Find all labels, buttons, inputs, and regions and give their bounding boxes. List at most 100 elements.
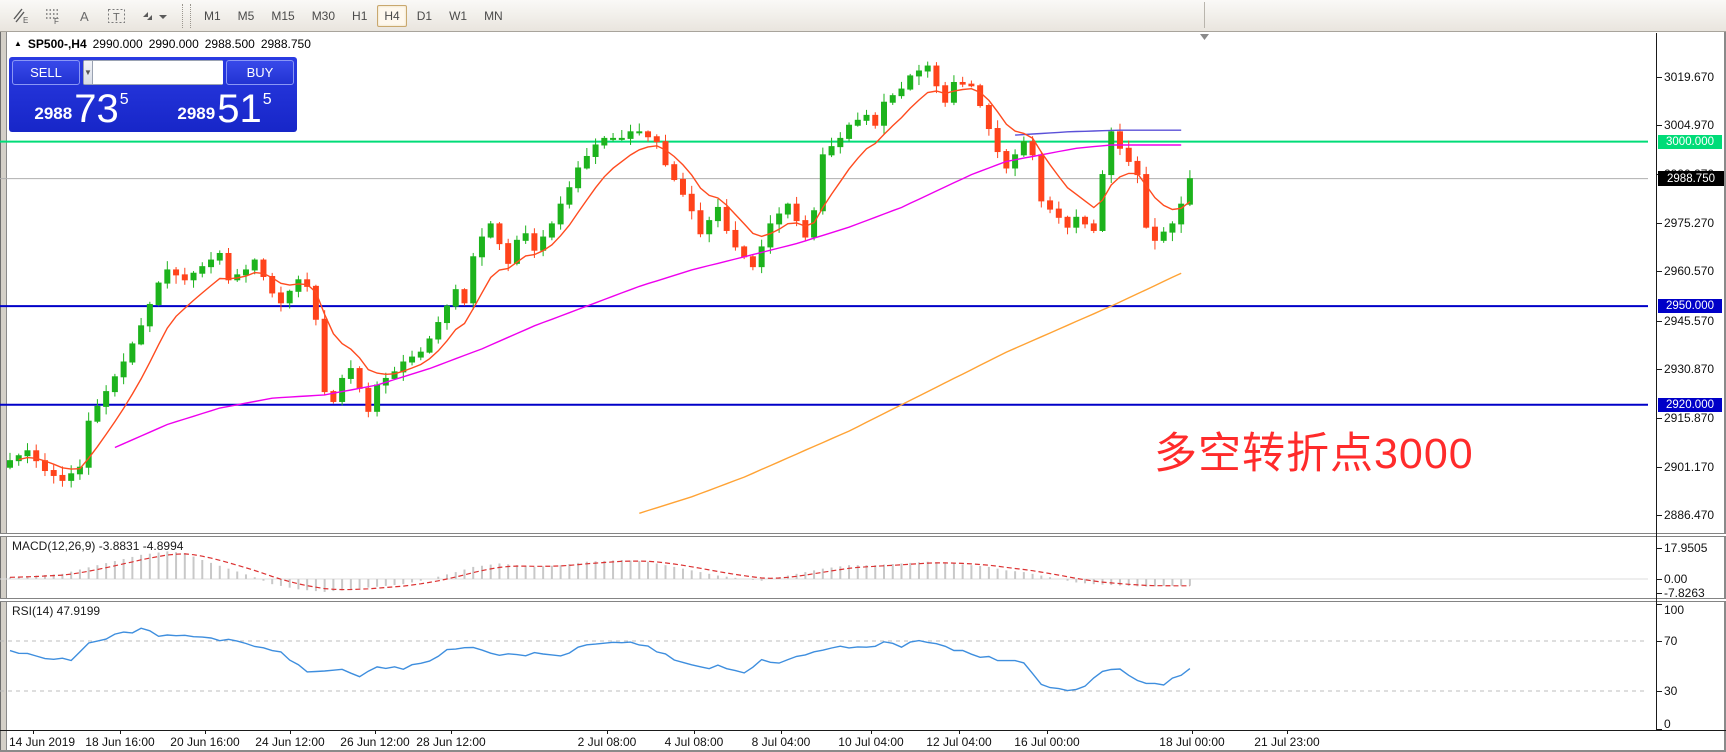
candle-up [76,459,83,480]
price-tick-label: 2901.170 [1664,459,1715,474]
candle-down [1116,123,1123,156]
time-axis-border [0,730,1726,731]
rsi-line [9,627,1191,692]
sell-price-quote[interactable]: 2988 73 5 [12,88,151,129]
candle-down [697,202,704,238]
time-tick-label: 24 Jun 12:00 [255,735,325,749]
volume-decrease-button[interactable]: ▼ [83,60,93,85]
timeframe-button-M1[interactable]: M1 [197,5,228,27]
price-level-badge: 2920.000 [1658,397,1722,412]
text-label-icon[interactable]: T [102,3,132,29]
svg-text:A: A [80,9,89,24]
pane-separator[interactable] [0,533,1726,537]
candle-down [749,255,756,271]
candle-up [208,252,215,274]
candle-down [59,466,66,487]
macd-pane-plot[interactable] [0,537,1656,598]
time-tick [607,730,608,734]
buy-button[interactable]: BUY [226,60,294,85]
price-level-badge: 2950.000 [1658,299,1722,314]
candle-up [452,284,459,310]
candle-up [548,221,555,241]
candle-up [1073,209,1080,234]
candle-down [321,310,328,395]
candle-up [863,109,870,125]
candle-up [120,353,127,385]
candle-up [199,262,206,278]
candle-up [828,137,835,158]
timeframe-button-M15[interactable]: M15 [264,5,301,27]
candle-down [959,76,966,88]
sell-button[interactable]: SELL [12,60,80,85]
main-chart-plot[interactable] [0,33,1656,533]
timeframe-button-H1[interactable]: H1 [345,5,374,27]
price-tick-label: 2960.570 [1664,264,1715,279]
rsi-pane-plot[interactable] [0,601,1656,729]
fibonacci-icon[interactable]: F [38,3,68,29]
candle-up [636,123,643,136]
dropdown-caret-icon [159,14,167,19]
candle-up [907,73,914,91]
buy-price-sup: 5 [262,91,272,108]
collapse-arrow-icon[interactable]: ▲ [14,38,22,48]
price-tick [1656,320,1662,322]
current-price-badge: 2988.750 [1658,171,1724,187]
time-tick [1192,730,1193,734]
timeframe-button-M5[interactable]: M5 [231,5,262,27]
candle-down [793,196,800,227]
rsi-tick-label: 100 [1664,603,1685,617]
candle-down [802,215,809,241]
chart-title: ▲ SP500-,H4 2990.000 2990.000 2988.500 2… [14,37,311,51]
candle-up [706,216,713,243]
candle-up [426,335,433,354]
candle-down [1143,166,1150,229]
buy-price-main: 2989 [177,104,216,123]
volume-input[interactable] [92,60,223,85]
ohlc-low: 2988.500 [204,37,255,51]
price-tick [1656,466,1662,468]
candle-down [330,389,337,404]
candle-up [1178,196,1185,233]
candle-up [234,268,241,282]
timeframe-button-H4[interactable]: H4 [377,4,407,27]
price-tick-label: 3019.670 [1664,70,1715,84]
candle-down [1038,151,1045,208]
candle-down [933,62,940,94]
equidistant-channel-icon[interactable]: E [6,3,36,29]
macd-tick [1656,547,1662,549]
time-tick [451,730,452,734]
timeframe-button-D1[interactable]: D1 [410,5,439,27]
candle-up [575,161,582,193]
chart-shift-marker [1200,34,1209,40]
text-icon[interactable]: A [70,3,100,29]
svg-text:F: F [54,17,59,25]
timeframe-button-W1[interactable]: W1 [442,5,474,27]
svg-text:E: E [23,16,28,25]
candle-up [889,93,896,105]
candle-up [374,381,381,417]
rsi-tick [1656,691,1662,692]
candle-up [767,215,774,254]
candle-down [1047,196,1054,214]
candle-up [601,135,608,149]
pane-separator[interactable] [0,598,1726,602]
timeframe-button-M30[interactable]: M30 [305,5,342,27]
candle-up [846,122,853,142]
time-tick [33,730,34,734]
candle-down [968,80,975,88]
price-tick [1656,369,1662,370]
arrows-icon[interactable] [134,3,174,29]
rsi-tick [1656,641,1662,642]
candle-down [181,267,188,285]
macd-label: MACD(12,26,9) -3.8831 -4.8994 [12,539,184,553]
sell-price-main: 2988 [34,104,73,123]
timeframe-button-MN[interactable]: MN [477,5,510,27]
candle-up [85,412,92,475]
candle-down [41,453,48,477]
candle-up [286,289,293,309]
candle-up [444,304,450,330]
buy-price-quote[interactable]: 2989 51 5 [155,88,294,129]
time-tick [871,730,872,734]
